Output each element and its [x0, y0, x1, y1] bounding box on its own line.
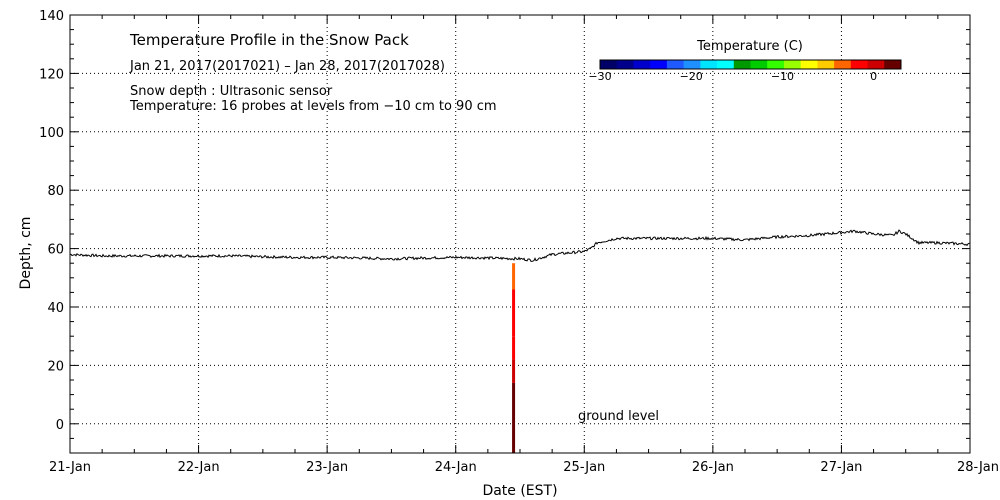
colorbar-cell — [700, 60, 718, 69]
x-tick-label: 25-Jan — [563, 460, 605, 475]
colorbar-cell — [733, 60, 751, 69]
x-tick-label: 26-Jan — [692, 460, 734, 475]
y-tick-label: 80 — [47, 184, 64, 199]
colorbar-cell — [783, 60, 802, 69]
y-axis-title: Depth, cm — [18, 217, 34, 290]
colorbar-cells — [599, 59, 902, 70]
colorbar-cell — [616, 60, 634, 69]
snow-depth-line — [69, 229, 971, 262]
colorbar-cell — [834, 60, 852, 69]
colorbar-tick-label: −10 — [771, 70, 794, 83]
colorbar-cell — [800, 60, 818, 69]
colorbar-cell — [717, 60, 735, 69]
colorbar-cell — [650, 60, 668, 69]
colorbar-cell — [666, 60, 685, 69]
colorbar-frame — [599, 59, 902, 70]
y-tick-label: 100 — [39, 126, 64, 141]
note-snow-depth: Snow depth : Ultrasonic sensor — [130, 84, 333, 99]
colorbar-cell — [817, 60, 835, 69]
x-tick-label: 24-Jan — [435, 460, 477, 475]
tick-labels: 21-Jan 22-Jan 23-Jan 24-Jan 25-Jan 26-Jan 27-J… — [39, 9, 999, 475]
series-layer — [69, 229, 971, 262]
colorbar-tick-label: 0 — [870, 70, 877, 83]
colorbar-cell — [867, 60, 885, 69]
x-tick-label: 21-Jan — [49, 460, 91, 475]
colorbar-cell — [884, 60, 902, 69]
note-temperature-probes: Temperature: 16 probes at levels from −1… — [129, 99, 497, 114]
y-tick-label: 60 — [47, 243, 64, 258]
tick-marks — [69, 14, 971, 454]
x-axis-title: Date (EST) — [482, 483, 557, 499]
colorbar-cell — [600, 60, 618, 69]
colorbar-title: Temperature (C) — [696, 39, 803, 54]
colorbar-tick-label: −20 — [680, 70, 703, 83]
x-tick-label: 28-Jan — [957, 460, 999, 475]
x-tick-label: 23-Jan — [306, 460, 348, 475]
y-tick-label: 40 — [47, 301, 64, 316]
colorbar-cell — [767, 60, 785, 69]
x-tick-label: 27-Jan — [820, 460, 862, 475]
colorbar-cell — [750, 60, 768, 69]
colorbar-tick-label: −30 — [588, 70, 611, 83]
chart-subtitle: Jan 21, 2017(2017021) – Jan 28, 2017(201… — [129, 59, 445, 74]
temperature-colorbar: Temperature (C) −30 −20 −10 0 — [588, 39, 902, 83]
colorbar-cell — [850, 60, 869, 69]
y-tick-label: 20 — [47, 359, 64, 374]
colorbar-cell — [683, 60, 701, 69]
colorbar-cell — [633, 60, 651, 69]
y-tick-label: 0 — [56, 418, 64, 433]
colorbar-tick-labels: −30 −20 −10 0 — [588, 70, 877, 83]
y-tick-label: 120 — [39, 67, 64, 82]
chart-title: Temperature Profile in the Snow Pack — [129, 31, 409, 49]
y-tick-label: 140 — [39, 9, 64, 24]
ground-level-label: ground level — [578, 409, 659, 424]
x-tick-label: 22-Jan — [178, 460, 220, 475]
